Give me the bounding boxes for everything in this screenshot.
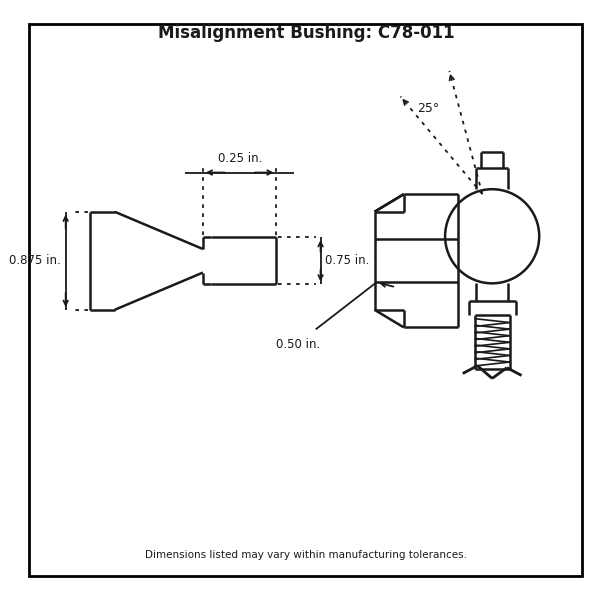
Text: Misalignment Bushing: C78-011: Misalignment Bushing: C78-011 [158,25,454,43]
Text: 0.25 in.: 0.25 in. [218,152,262,165]
Text: 0.50 in.: 0.50 in. [277,338,321,350]
Text: 25°: 25° [417,102,439,115]
Text: Dimensions listed may vary within manufacturing tolerances.: Dimensions listed may vary within manufa… [145,550,467,560]
Text: 0.75 in.: 0.75 in. [325,254,370,267]
Text: 0.875 in.: 0.875 in. [9,254,61,267]
